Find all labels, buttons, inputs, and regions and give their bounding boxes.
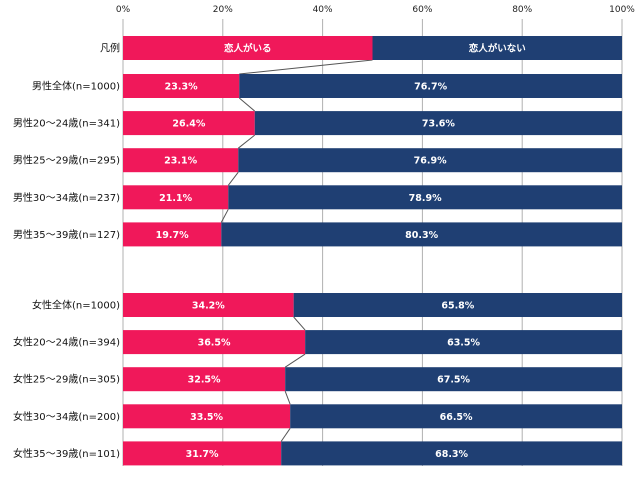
- x-tick-label: 0%: [116, 5, 131, 15]
- category-label: 男性20～24歳(n=341): [13, 117, 120, 130]
- x-axis-ticks: 0% 20% 40% 60% 80% 100%: [116, 5, 635, 15]
- data-label: 76.9%: [414, 156, 447, 167]
- category-label: 女性25～29歳(n=305): [13, 373, 120, 386]
- legend-label: 恋人がいる: [224, 43, 272, 55]
- series-connector: [220, 209, 229, 223]
- x-tick-label: 80%: [512, 5, 532, 15]
- bar-has-partner: [123, 74, 240, 98]
- bars: [123, 36, 623, 466]
- category-label: 男性全体(n=1000): [32, 80, 120, 93]
- legend-label: 恋人がいない: [469, 43, 526, 55]
- series-connector: [227, 171, 239, 186]
- bar-no-partner: [290, 404, 622, 429]
- series-connector: [239, 59, 373, 75]
- legend-swatch-no-partner: [372, 36, 622, 60]
- series-connector: [280, 428, 291, 442]
- bar-no-partner: [281, 441, 622, 466]
- data-label: 33.5%: [190, 412, 223, 423]
- data-label: 32.5%: [188, 375, 221, 386]
- data-label: 78.9%: [409, 193, 442, 204]
- data-label: 34.2%: [192, 301, 225, 312]
- series-connectors: [220, 59, 373, 442]
- category-label: 女性35～39歳(n=101): [13, 447, 120, 460]
- series-connector: [284, 391, 291, 405]
- category-label: 男性30～34歳(n=237): [13, 191, 120, 204]
- data-label: 65.8%: [441, 301, 474, 312]
- category-label: 男性25～29歳(n=295): [13, 154, 120, 167]
- bar-has-partner: [123, 404, 291, 429]
- labels: 恋人がいる 恋人がいない 凡例 23.3% 76.7% 男性全体(n=1000) 26.4%…: [13, 42, 526, 460]
- bar-has-partner: [123, 185, 229, 210]
- series-connector: [238, 97, 256, 112]
- legend-swatch-has-partner: [123, 36, 373, 60]
- series-connector: [293, 316, 306, 331]
- bar-no-partner: [305, 330, 622, 355]
- bar-has-partner: [123, 222, 222, 247]
- bar-no-partner: [293, 293, 622, 317]
- x-tick-label: 60%: [412, 5, 432, 15]
- x-tick-label: 40%: [313, 5, 333, 15]
- data-label: 19.7%: [156, 230, 189, 241]
- series-connector: [237, 134, 256, 149]
- data-label: 73.6%: [422, 119, 455, 130]
- data-label: 21.1%: [159, 193, 192, 204]
- data-label: 26.4%: [172, 119, 205, 130]
- data-label: 66.5%: [440, 412, 473, 423]
- bar-has-partner: [123, 367, 286, 392]
- data-label: 80.3%: [405, 230, 438, 241]
- category-label: 女性30～34歳(n=200): [13, 410, 120, 423]
- category-label: 男性35～39歳(n=127): [13, 228, 120, 241]
- bar-has-partner: [123, 293, 294, 317]
- data-label: 63.5%: [447, 338, 480, 349]
- bar-no-partner: [238, 148, 623, 173]
- category-label: 女性全体(n=1000): [32, 299, 120, 312]
- data-label: 23.3%: [165, 82, 198, 93]
- data-label: 68.3%: [435, 449, 468, 460]
- category-label: 女性20～24歳(n=394): [13, 336, 120, 349]
- data-label: 67.5%: [437, 375, 470, 386]
- bar-has-partner: [123, 111, 255, 136]
- bar-has-partner: [123, 148, 239, 173]
- data-label: 23.1%: [164, 156, 197, 167]
- bar-no-partner: [254, 111, 622, 136]
- data-label: 36.5%: [198, 338, 231, 349]
- bar-no-partner: [221, 222, 623, 247]
- bar-has-partner: [123, 330, 306, 355]
- bar-no-partner: [239, 74, 622, 98]
- legend-title: 凡例: [100, 42, 120, 55]
- series-connector: [284, 353, 306, 368]
- x-tick-label: 20%: [213, 5, 233, 15]
- bar-no-partner: [285, 367, 622, 392]
- data-label: 31.7%: [186, 449, 219, 460]
- x-tick-label: 100%: [609, 5, 635, 15]
- bar-has-partner: [123, 441, 282, 466]
- bar-no-partner: [228, 185, 622, 210]
- data-label: 76.7%: [414, 82, 447, 93]
